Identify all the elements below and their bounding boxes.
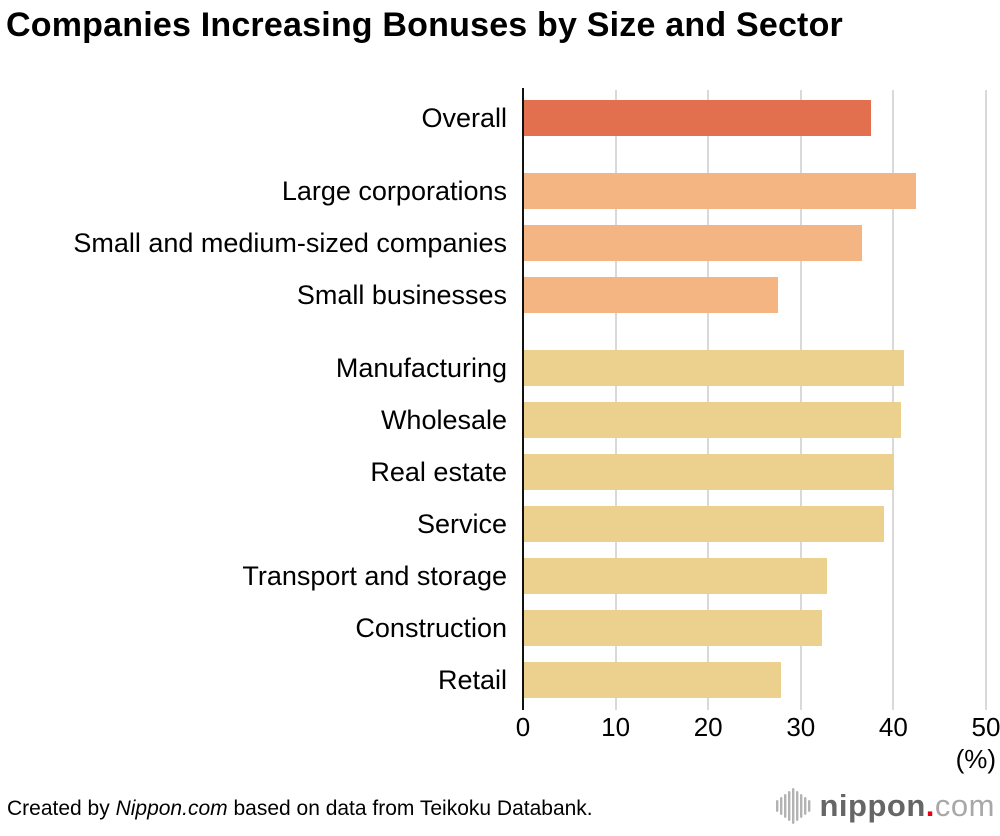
bar-chart-plot-area: 0 10 20 30 40 50 Overall Large corporations Smal… [73, 88, 1000, 742]
category-label: Wholesale [380, 405, 507, 435]
bar-real-estate [524, 454, 894, 490]
x-tick-label-0: 0 [515, 712, 531, 742]
bar-large-corporations [524, 173, 916, 209]
credit-suffix: based on data from Teikoku Databank. [227, 797, 593, 820]
y-axis-line [522, 88, 524, 710]
nippon-com-logo: nippon.com [775, 783, 996, 829]
credit-prefix: Created by [7, 797, 116, 820]
bar-overall [524, 100, 871, 136]
gridline-x-20 [707, 90, 710, 710]
bar-transport-and-storage [524, 558, 827, 594]
chart-title: Companies Increasing Bonuses by Size and… [6, 6, 843, 44]
bar-service [524, 506, 884, 542]
bar-small-businesses [524, 277, 778, 313]
x-tick-label-30: 30 [786, 712, 816, 742]
category-label: Large corporations [281, 176, 507, 206]
category-label: Construction [355, 613, 507, 643]
credit-line: Created by Nippon.com based on data from… [7, 797, 593, 821]
bar-retail [524, 662, 781, 698]
x-axis-unit-label: (%) [955, 744, 996, 774]
category-label: Small and medium-sized companies [73, 228, 507, 258]
x-tick-label-10: 10 [601, 712, 631, 742]
gridline-x-10 [614, 90, 617, 710]
x-tick-label-50: 50 [971, 712, 1000, 742]
credit-source-name: Nippon.com [115, 797, 228, 820]
gridline-x-50 [985, 90, 987, 710]
category-label: Retail [437, 665, 507, 695]
gridline-x-30 [799, 90, 802, 710]
x-tick-label-40: 40 [878, 712, 908, 742]
logo-wordmark: nippon.com [819, 788, 995, 823]
category-label: Transport and storage [242, 561, 507, 591]
soundwave-icon [775, 788, 810, 824]
gridline-x-40 [892, 90, 895, 710]
category-label: Real estate [370, 457, 507, 487]
bar-manufacturing [524, 350, 904, 386]
bar-construction [524, 610, 822, 646]
category-label: Overall [421, 103, 507, 133]
x-tick-label-20: 20 [693, 712, 723, 742]
bar-small-and-medium-sized-companies [524, 225, 862, 261]
category-label: Service [416, 509, 507, 539]
category-label: Small businesses [296, 280, 507, 310]
category-label: Manufacturing [335, 353, 507, 383]
bar-wholesale [524, 402, 901, 438]
